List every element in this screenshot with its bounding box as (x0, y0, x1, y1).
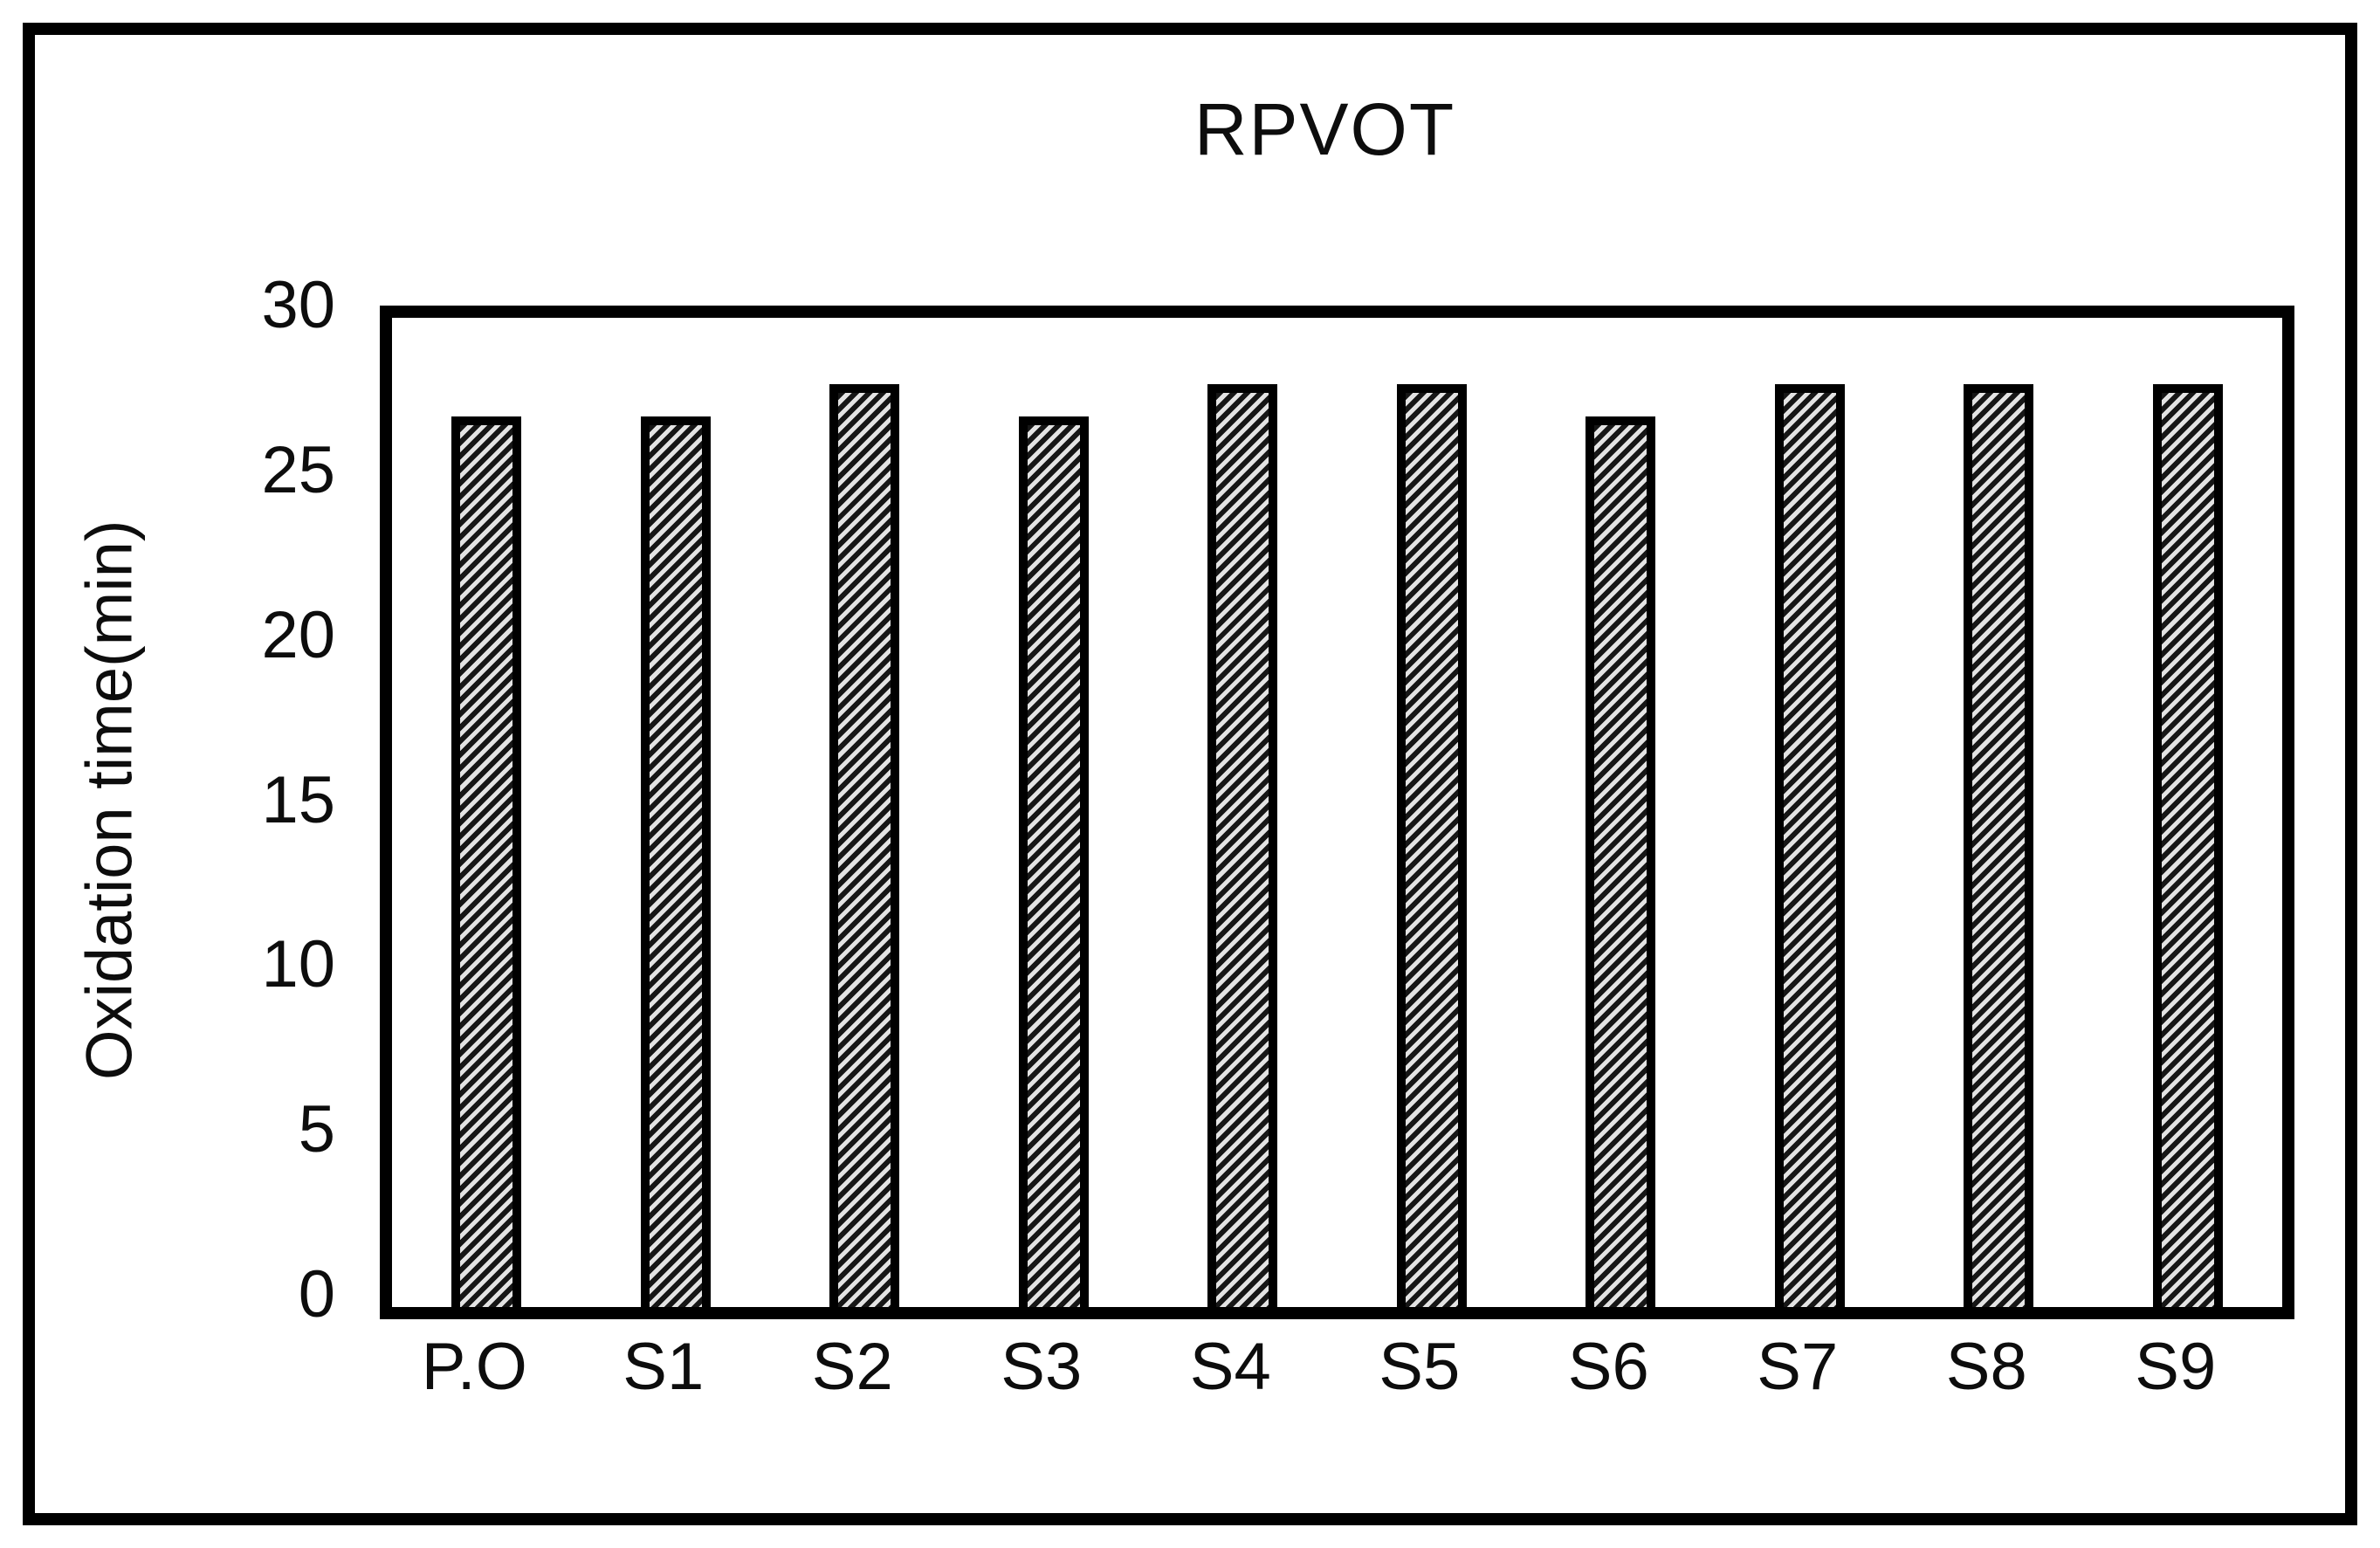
y-tick-label: 5 (298, 1092, 335, 1167)
y-tick-label: 10 (261, 927, 335, 1002)
y-tick-label: 15 (261, 762, 335, 837)
y-tick-label: 0 (298, 1257, 335, 1331)
x-tick-label: S6 (1567, 1330, 1649, 1404)
bar-slot (1338, 318, 1527, 1307)
bar-s5 (1396, 383, 1467, 1307)
bar-slot (392, 318, 581, 1307)
x-tick-label: S2 (811, 1330, 893, 1404)
x-tick-label: S4 (1189, 1330, 1271, 1404)
bar-s2 (829, 383, 900, 1307)
y-axis-ticks: 30 25 20 15 10 5 0 (131, 272, 349, 1328)
x-tick-label: S5 (1379, 1330, 1461, 1404)
bar-s1 (640, 416, 711, 1307)
plot-area (380, 306, 2294, 1319)
bar-slot (770, 318, 960, 1307)
bar-s8 (1964, 383, 2034, 1307)
y-tick-label: 20 (261, 597, 335, 672)
x-tick-label: P.O (421, 1330, 527, 1404)
bar-slot (1716, 318, 1905, 1307)
chart-title: RPVOT (1193, 88, 1456, 170)
figure-border (23, 23, 2357, 1525)
bar-po (451, 416, 522, 1307)
bar-s9 (2152, 383, 2223, 1307)
y-tick-label: 30 (261, 268, 335, 342)
bar-s6 (1586, 416, 1656, 1307)
x-tick-label: S7 (1757, 1330, 1839, 1404)
x-tick-label: S9 (2135, 1330, 2217, 1404)
bar-slot (1148, 318, 1338, 1307)
x-axis-labels: P.O S1 S2 S3 S4 S5 S6 S7 S8 S9 (380, 1334, 2270, 1400)
bar-slot (1526, 318, 1716, 1307)
bar-slot (1904, 318, 2094, 1307)
x-tick-label: S3 (1001, 1330, 1083, 1404)
bar-s7 (1774, 383, 1845, 1307)
x-tick-label: S1 (623, 1330, 705, 1404)
bar-slot (581, 318, 771, 1307)
bar-s4 (1207, 383, 1278, 1307)
bar-s3 (1018, 416, 1089, 1307)
bar-slot (960, 318, 1149, 1307)
y-tick-label: 25 (261, 432, 335, 507)
x-tick-label: S8 (1945, 1330, 2027, 1404)
bar-slot (2094, 318, 2283, 1307)
